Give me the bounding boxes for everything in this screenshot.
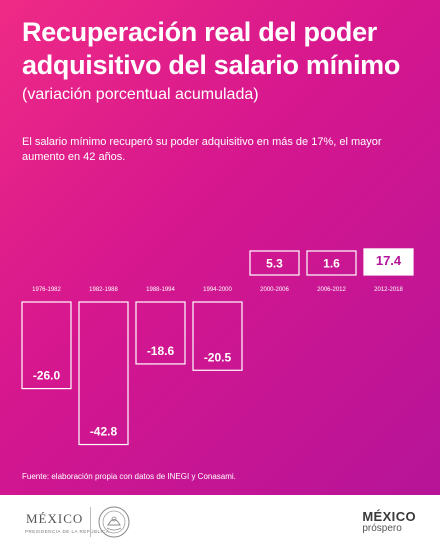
bar [306, 250, 357, 276]
brand-main: MÉXICO [362, 509, 416, 524]
data-label: 5.3 [266, 257, 283, 271]
category-label: 1988-1994 [146, 287, 175, 293]
bar [78, 301, 129, 446]
bar [21, 301, 72, 390]
source-note: Fuente: elaboración propia con datos de … [22, 472, 236, 481]
gov-wordmark: MÉXICO [26, 511, 84, 526]
bar [192, 301, 243, 371]
category-label: 1994-2000 [203, 287, 232, 293]
category-label: 2012-2018 [374, 287, 403, 293]
data-label: -18.6 [147, 344, 175, 358]
data-label: 17.4 [376, 253, 402, 268]
page-subtitle: (variación porcentual acumulada) [22, 86, 259, 103]
footer: MÉXICO PRESIDENCIA DE LA REPÚBLICA MÉXIC… [0, 495, 440, 550]
bar [363, 248, 414, 276]
category-label: 1976-1982 [32, 287, 61, 293]
data-label: 1.6 [323, 257, 340, 271]
page-title: Recuperación real del poder adquisitivo … [22, 17, 401, 80]
chart-note: El salario mínimo recuperó su poder adqu… [22, 136, 382, 163]
brand-logo: MÉXICO próspero [362, 509, 416, 534]
footer-divider [90, 507, 91, 537]
gov-subline: PRESIDENCIA DE LA REPÚBLICA [25, 529, 110, 534]
bar [135, 301, 186, 365]
data-label: -42.8 [90, 425, 118, 439]
data-label: -20.5 [204, 350, 232, 364]
category-label: 2006-2012 [317, 287, 346, 293]
bar [249, 250, 300, 276]
brand-sub: próspero [362, 523, 402, 534]
category-label: 2000-2006 [260, 287, 289, 293]
coat-of-arms-icon [98, 506, 130, 538]
category-label: 1982-1988 [89, 287, 118, 293]
data-label: -26.0 [33, 369, 61, 383]
